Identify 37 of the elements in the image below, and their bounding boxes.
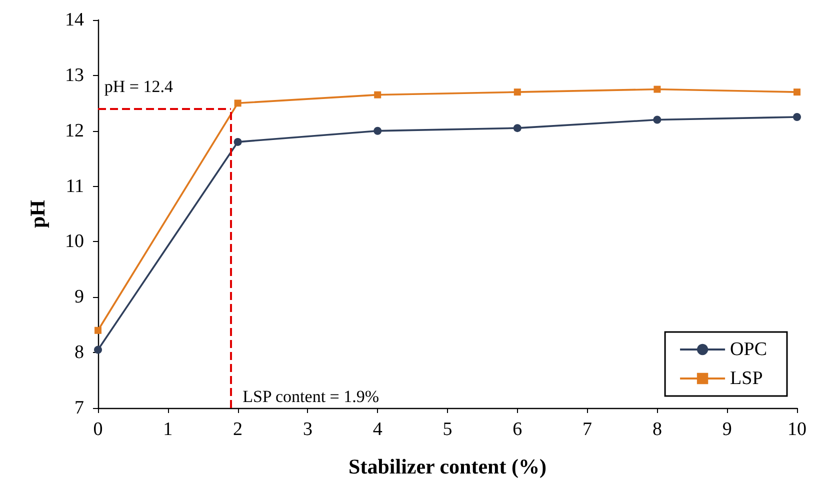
y-tick-label: 14	[65, 10, 84, 30]
y-tick-label: 10	[65, 231, 84, 252]
point	[514, 88, 521, 96]
x-tick-label: 0	[93, 419, 103, 440]
x-tick-label: 7	[582, 419, 592, 440]
y-axis-title: pH	[26, 200, 50, 228]
point	[374, 91, 382, 98]
y-tick-label: 13	[65, 64, 84, 86]
point	[94, 346, 102, 354]
point	[653, 116, 662, 124]
x-tick-label: 3	[302, 419, 312, 440]
ref-line-label: pH = 12.4	[104, 77, 174, 96]
x-tick-label: 5	[442, 419, 452, 440]
x-tick-label: 8	[652, 419, 662, 440]
point	[94, 326, 102, 334]
ref-line-label: LSP content = 1.9%	[242, 387, 380, 406]
point	[374, 126, 382, 135]
legend-label: LSP	[730, 368, 763, 389]
point	[513, 124, 522, 132]
x-tick-label: 2	[233, 419, 243, 440]
point	[234, 100, 242, 107]
y-tick-label: 8	[74, 342, 84, 364]
y-tick-label: 12	[65, 120, 84, 142]
y-tick-label: 9	[74, 286, 84, 308]
y-tick-label: 11	[66, 176, 84, 197]
x-tick-label: 4	[372, 419, 383, 440]
x-tick-label: 1	[163, 419, 173, 440]
y-tick-label: 7	[74, 398, 84, 418]
x-axis-title: Stabilizer content (%)	[348, 454, 546, 478]
x-tick-label: 10	[788, 419, 806, 440]
point	[234, 138, 242, 146]
point	[793, 113, 801, 121]
x-tick-label: 9	[722, 419, 732, 440]
point	[794, 88, 800, 96]
point	[654, 86, 661, 93]
legend-label: OPC	[730, 339, 768, 360]
x-tick-label: 6	[512, 419, 522, 440]
